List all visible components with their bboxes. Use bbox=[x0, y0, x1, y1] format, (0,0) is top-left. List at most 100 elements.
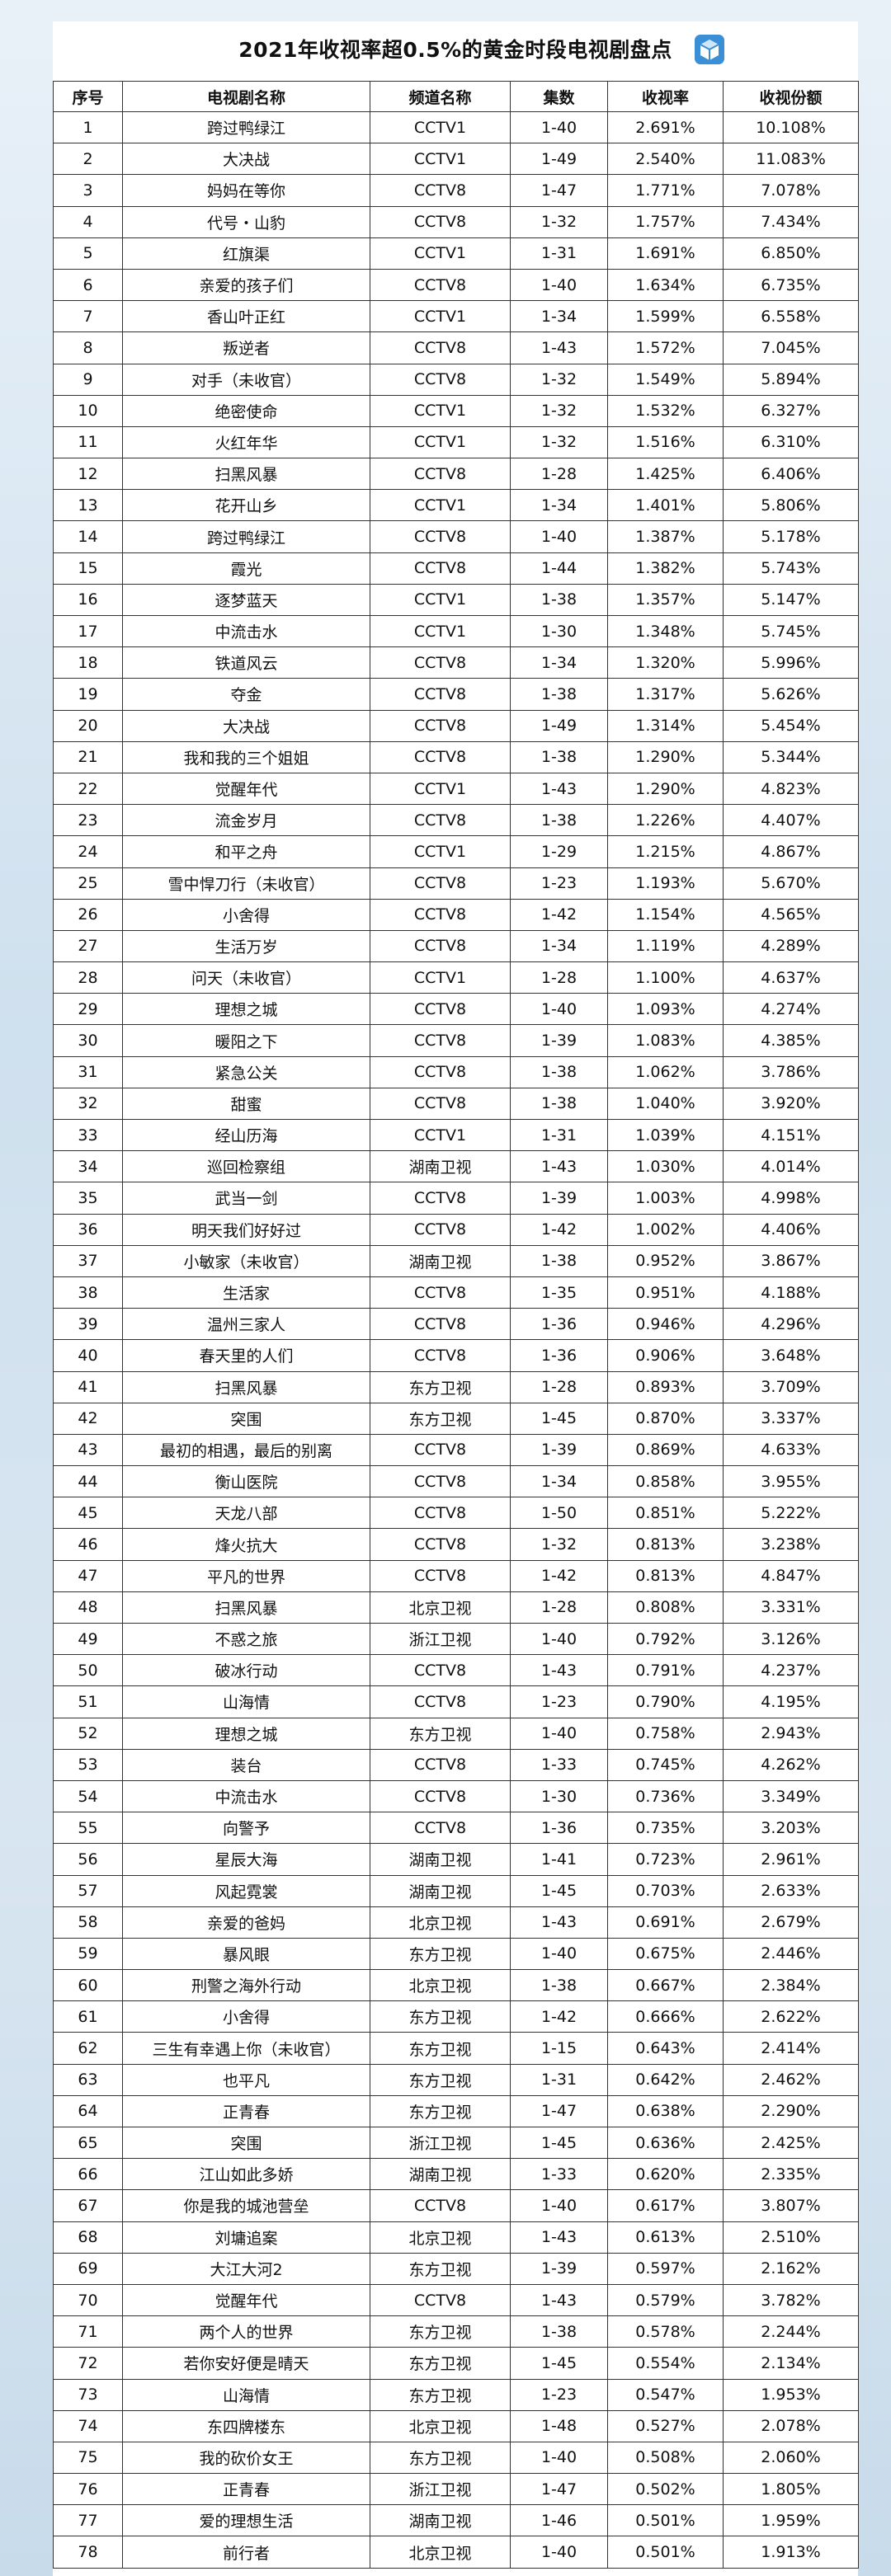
cell-drama-name: 风起霓裳 bbox=[122, 1874, 370, 1907]
cell-channel: CCTV8 bbox=[370, 1528, 511, 1561]
table-row: 16 逐梦蓝天 CCTV1 1-38 1.357% 5.147% bbox=[53, 583, 859, 617]
cell-episodes: 1-42 bbox=[510, 898, 608, 931]
cell-rank: 22 bbox=[53, 772, 123, 806]
cell-rating: 1.771% bbox=[607, 174, 724, 207]
cell-drama-name: 甜蜜 bbox=[122, 1087, 370, 1121]
cell-drama-name: 明天我们好好过 bbox=[122, 1213, 370, 1246]
table-header-row: 序号 电视剧名称 频道名称 集数 收视率 收视份额 bbox=[53, 81, 859, 112]
cell-drama-name: 破冰行动 bbox=[122, 1654, 370, 1687]
cell-episodes: 1-43 bbox=[510, 772, 608, 806]
cell-rank: 9 bbox=[53, 363, 123, 396]
cell-rank: 4 bbox=[53, 205, 123, 238]
table-row: 54 中流击水 CCTV8 1-30 0.736% 3.349% bbox=[53, 1779, 859, 1813]
cell-rating: 0.813% bbox=[607, 1528, 724, 1561]
table-row: 19 夺金 CCTV8 1-38 1.317% 5.626% bbox=[53, 678, 859, 711]
cell-channel: CCTV8 bbox=[370, 993, 511, 1026]
cell-share: 1.959% bbox=[723, 2504, 859, 2537]
table-row: 63 也平凡 东方卫视 1-31 0.642% 2.462% bbox=[53, 2063, 859, 2096]
cell-rating: 0.745% bbox=[607, 1748, 724, 1781]
cell-drama-name: 前行者 bbox=[122, 2536, 370, 2569]
cell-rank: 75 bbox=[53, 2441, 123, 2475]
header-rating: 收视率 bbox=[607, 81, 724, 112]
table-row: 74 东四牌楼东 北京卫视 1-48 0.527% 2.078% bbox=[53, 2409, 859, 2442]
cell-drama-name: 和平之舟 bbox=[122, 835, 370, 868]
cell-channel: CCTV8 bbox=[370, 867, 511, 900]
cell-channel: 浙江卫视 bbox=[370, 1622, 511, 1656]
cell-channel: CCTV1 bbox=[370, 237, 511, 270]
cell-rating: 1.226% bbox=[607, 804, 724, 837]
cell-drama-name: 扫黑风暴 bbox=[122, 1370, 370, 1403]
cell-rank: 49 bbox=[53, 1622, 123, 1656]
cell-rating: 0.813% bbox=[607, 1559, 724, 1592]
cell-channel: 东方卫视 bbox=[370, 2000, 511, 2033]
cell-rating: 0.643% bbox=[607, 2032, 724, 2065]
cell-channel: CCTV8 bbox=[370, 174, 511, 207]
cell-share: 6.406% bbox=[723, 458, 859, 491]
cell-rank: 23 bbox=[53, 804, 123, 837]
cell-drama-name: 平凡的世界 bbox=[122, 1559, 370, 1592]
cell-share: 3.349% bbox=[723, 1779, 859, 1813]
cell-episodes: 1-38 bbox=[510, 740, 608, 773]
table-row: 4 代号・山豹 CCTV8 1-32 1.757% 7.434% bbox=[53, 205, 859, 238]
cell-rating: 1.093% bbox=[607, 993, 724, 1026]
cell-episodes: 1-48 bbox=[510, 2409, 608, 2442]
header-rank: 序号 bbox=[53, 81, 123, 112]
cell-channel: 湖南卫视 bbox=[370, 1874, 511, 1907]
cell-drama-name: 理想之城 bbox=[122, 1717, 370, 1750]
cell-rank: 32 bbox=[53, 1087, 123, 1121]
cell-share: 4.014% bbox=[723, 1150, 859, 1183]
cell-share: 4.637% bbox=[723, 961, 859, 994]
cell-episodes: 1-42 bbox=[510, 1213, 608, 1246]
cell-rank: 46 bbox=[53, 1528, 123, 1561]
cell-drama-name: 流金岁月 bbox=[122, 804, 370, 837]
cell-drama-name: 雪中悍刀行（未收官） bbox=[122, 867, 370, 900]
cell-rating: 0.666% bbox=[607, 2000, 724, 2033]
cell-channel: CCTV8 bbox=[370, 331, 511, 364]
cell-channel: 湖南卫视 bbox=[370, 1843, 511, 1876]
table-row: 77 爱的理想生活 湖南卫视 1-46 0.501% 1.959% bbox=[53, 2504, 859, 2537]
cell-rating: 1.314% bbox=[607, 709, 724, 742]
cell-drama-name: 绝密使命 bbox=[122, 394, 370, 427]
cell-channel: CCTV8 bbox=[370, 1339, 511, 1372]
cell-episodes: 1-39 bbox=[510, 1182, 608, 1215]
cell-drama-name: 夺金 bbox=[122, 678, 370, 711]
cell-drama-name: 中流击水 bbox=[122, 1779, 370, 1813]
cell-channel: 东方卫视 bbox=[370, 2347, 511, 2380]
cell-share: 4.262% bbox=[723, 1748, 859, 1781]
cell-rank: 66 bbox=[53, 2158, 123, 2191]
cell-rank: 6 bbox=[53, 268, 123, 302]
cell-channel: 东方卫视 bbox=[370, 2315, 511, 2348]
cell-rank: 47 bbox=[53, 1559, 123, 1592]
cell-episodes: 1-32 bbox=[510, 425, 608, 459]
table-row: 51 山海情 CCTV8 1-23 0.790% 4.195% bbox=[53, 1685, 859, 1718]
cell-episodes: 1-43 bbox=[510, 1906, 608, 1939]
cell-rating: 1.062% bbox=[607, 1055, 724, 1088]
cell-share: 5.344% bbox=[723, 740, 859, 773]
cell-rating: 1.003% bbox=[607, 1182, 724, 1215]
table-row: 5 红旗渠 CCTV1 1-31 1.691% 6.850% bbox=[53, 237, 859, 270]
cell-channel: CCTV8 bbox=[370, 1465, 511, 1498]
cell-share: 2.244% bbox=[723, 2315, 859, 2348]
cell-channel: 湖南卫视 bbox=[370, 1244, 511, 1277]
cell-rank: 45 bbox=[53, 1497, 123, 1530]
cell-channel: 北京卫视 bbox=[370, 2409, 511, 2442]
cell-episodes: 1-36 bbox=[510, 1812, 608, 1845]
cell-channel: CCTV8 bbox=[370, 1024, 511, 1057]
cell-rating: 0.758% bbox=[607, 1717, 724, 1750]
cell-episodes: 1-38 bbox=[510, 1087, 608, 1121]
cell-share: 4.406% bbox=[723, 1213, 859, 1246]
cell-share: 5.743% bbox=[723, 552, 859, 585]
cell-episodes: 1-28 bbox=[510, 458, 608, 491]
cell-rank: 19 bbox=[53, 678, 123, 711]
cell-drama-name: 天龙八部 bbox=[122, 1497, 370, 1530]
cell-rating: 0.723% bbox=[607, 1843, 724, 1876]
table-row: 57 风起霓裳 湖南卫视 1-45 0.703% 2.633% bbox=[53, 1874, 859, 1907]
cell-rating: 1.290% bbox=[607, 740, 724, 773]
cell-rating: 1.516% bbox=[607, 425, 724, 459]
cell-channel: 东方卫视 bbox=[370, 2094, 511, 2128]
cell-drama-name: 大决战 bbox=[122, 143, 370, 176]
cell-share: 2.162% bbox=[723, 2252, 859, 2285]
cell-drama-name: 春天里的人们 bbox=[122, 1339, 370, 1372]
cell-rank: 29 bbox=[53, 993, 123, 1026]
cell-share: 4.847% bbox=[723, 1559, 859, 1592]
